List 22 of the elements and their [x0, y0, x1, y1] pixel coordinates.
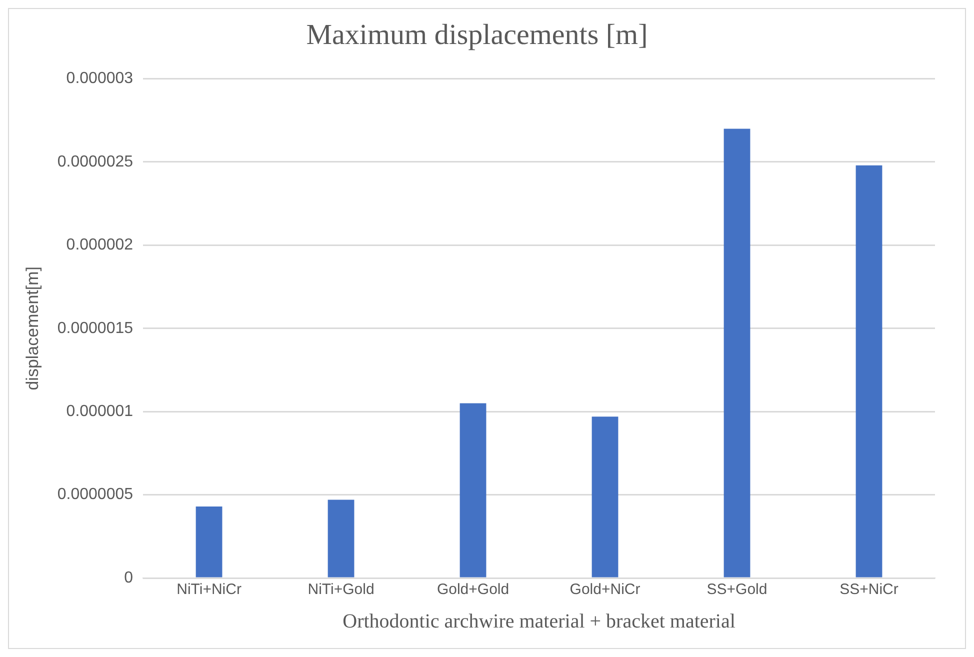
x-tick-label: SS+Gold: [706, 581, 768, 598]
y-tick-label: 0.000003: [66, 70, 134, 88]
x-tick-label: Gold+NiCr: [570, 581, 640, 598]
bar: [724, 128, 750, 578]
y-axis-title: displacement[m]: [22, 266, 42, 390]
x-axis-title: Orthodontic archwire material + bracket material: [342, 610, 736, 632]
chart-title: Maximum displacements [m]: [306, 19, 648, 52]
bar: [856, 165, 882, 578]
bar: [460, 403, 486, 578]
x-tick-label: Gold+Gold: [436, 581, 510, 598]
y-tick-label: 0.0000025: [57, 153, 134, 170]
y-tick-label: 0.000002: [66, 236, 134, 254]
x-tick-label: NiTi+Gold: [308, 581, 374, 598]
bar: [196, 506, 222, 578]
y-tick-label: 0.0000005: [57, 486, 134, 504]
bar: [592, 416, 618, 578]
x-tick-label: SS+NiCr: [840, 581, 898, 598]
bar: [328, 500, 354, 578]
x-tick-label: NiTi+NiCr: [176, 581, 242, 598]
y-tick-label: 0: [124, 569, 134, 586]
y-tick-label: 0.0000015: [57, 320, 134, 337]
y-tick-label: 0.000001: [66, 403, 134, 420]
